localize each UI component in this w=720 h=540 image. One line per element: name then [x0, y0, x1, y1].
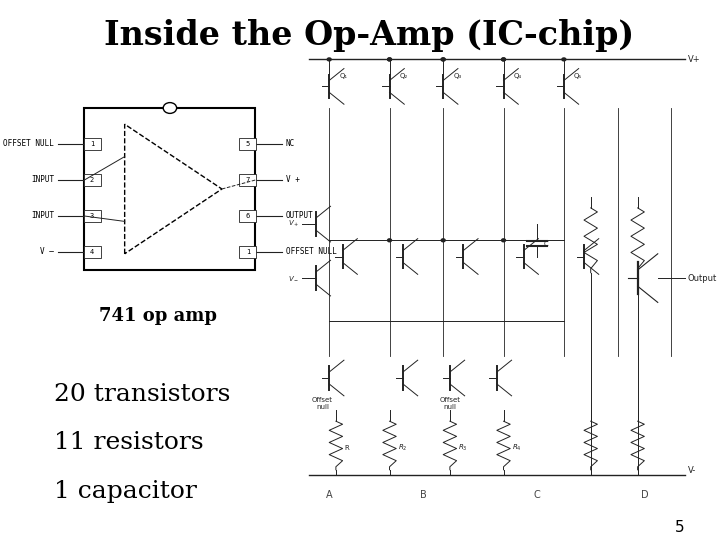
Text: C: C — [544, 240, 549, 247]
Circle shape — [441, 57, 446, 62]
Text: 6: 6 — [246, 213, 250, 219]
Circle shape — [501, 57, 506, 62]
Text: $R_4$: $R_4$ — [512, 443, 521, 453]
Bar — [84, 138, 101, 151]
Bar — [239, 246, 256, 259]
Text: NC: NC — [286, 139, 295, 148]
Text: Offset
null: Offset null — [312, 397, 333, 410]
Text: V –: V – — [40, 247, 54, 256]
Text: R: R — [344, 445, 348, 451]
Text: V-: V- — [688, 466, 696, 475]
Text: Inside the Op-Amp (IC-chip): Inside the Op-Amp (IC-chip) — [104, 19, 634, 52]
Circle shape — [441, 57, 446, 62]
Bar — [239, 138, 256, 151]
Bar — [84, 210, 101, 222]
Text: V +: V + — [286, 176, 300, 185]
Text: $R_2$: $R_2$ — [397, 443, 407, 453]
Bar — [239, 173, 256, 186]
Bar — [84, 246, 101, 259]
Text: OFFSET NULL: OFFSET NULL — [4, 139, 54, 148]
Text: INPUT: INPUT — [31, 212, 54, 220]
Text: OFFSET NULL: OFFSET NULL — [286, 247, 336, 256]
Text: 1 capacitor: 1 capacitor — [54, 480, 197, 503]
Text: $V_-$: $V_-$ — [288, 274, 299, 282]
Text: OUTPUT: OUTPUT — [286, 212, 313, 220]
Circle shape — [501, 57, 506, 62]
Text: Q₄: Q₄ — [513, 72, 522, 79]
Bar — [239, 210, 256, 222]
Text: 3: 3 — [90, 213, 94, 219]
Text: $V_+$: $V_+$ — [287, 219, 299, 229]
Text: Offset
null: Offset null — [439, 397, 460, 410]
Text: 1: 1 — [90, 141, 94, 147]
Text: Q₅: Q₅ — [574, 72, 582, 79]
Text: V+: V+ — [688, 55, 701, 64]
Text: 5: 5 — [246, 141, 250, 147]
Text: 20 transistors: 20 transistors — [54, 383, 230, 406]
Text: B: B — [420, 489, 426, 500]
Circle shape — [387, 57, 392, 62]
Circle shape — [501, 238, 506, 242]
Text: Q₂: Q₂ — [400, 72, 408, 79]
Text: Output: Output — [688, 274, 717, 282]
Text: C: C — [534, 489, 541, 500]
Text: INPUT: INPUT — [31, 176, 54, 185]
Text: 1: 1 — [246, 249, 250, 255]
Circle shape — [326, 57, 332, 62]
Bar — [84, 173, 101, 186]
Text: 11 resistors: 11 resistors — [54, 431, 204, 454]
Text: Q₁: Q₁ — [339, 72, 347, 79]
Text: A: A — [326, 489, 333, 500]
Circle shape — [387, 238, 392, 242]
Circle shape — [441, 238, 446, 242]
Circle shape — [561, 57, 567, 62]
Text: $R_3$: $R_3$ — [458, 443, 467, 453]
Circle shape — [163, 103, 176, 113]
Bar — [84, 108, 256, 270]
Text: 7: 7 — [246, 177, 250, 183]
Text: Q₃: Q₃ — [453, 72, 462, 79]
Text: D: D — [641, 489, 648, 500]
Text: 5: 5 — [675, 519, 685, 535]
Text: 4: 4 — [90, 249, 94, 255]
Text: 741 op amp: 741 op amp — [99, 307, 217, 325]
Circle shape — [387, 57, 392, 62]
Text: 2: 2 — [90, 177, 94, 183]
